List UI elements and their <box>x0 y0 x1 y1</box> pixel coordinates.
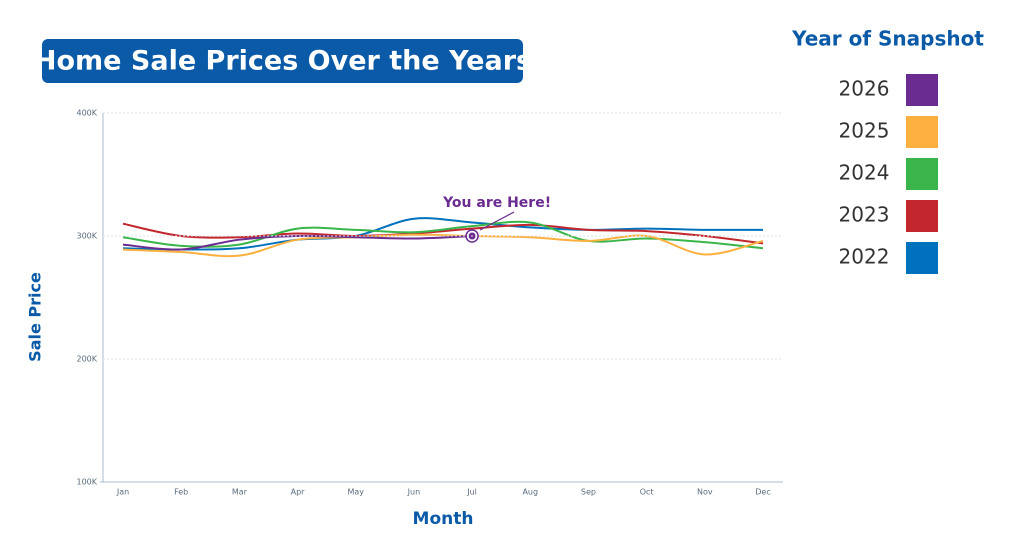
x-tick-label: Oct <box>640 488 654 497</box>
x-tick-label: Dec <box>755 488 770 497</box>
legend-title: Year of Snapshot <box>791 27 984 51</box>
annotation-arrow <box>479 211 515 231</box>
y-tick-label: 400K <box>76 109 97 118</box>
y-tick-label: 200K <box>76 355 97 364</box>
legend-label: 2022 <box>839 245 890 269</box>
series-line <box>122 233 764 258</box>
x-tick-label: Jul <box>466 488 477 497</box>
legend-label: 2024 <box>839 161 890 185</box>
y-tick-label: 100K <box>76 478 97 487</box>
legend-swatch <box>906 200 938 232</box>
legend-label: 2023 <box>839 203 890 227</box>
series-line <box>122 217 764 251</box>
x-tick-label: May <box>347 488 364 497</box>
title-box <box>42 39 523 83</box>
legend-label: 2026 <box>839 77 890 101</box>
x-tick-label: Jan <box>116 488 129 497</box>
x-tick-label: Aug <box>522 488 538 497</box>
legend-swatch <box>906 74 938 106</box>
x-axis-title: Month <box>413 509 474 529</box>
legend-label: 2025 <box>839 119 890 143</box>
annotation-text: You are Here! <box>442 195 551 211</box>
series-line <box>122 222 764 245</box>
chart-title: Home Sale Prices Over the Years <box>34 46 532 77</box>
series-line <box>122 234 473 251</box>
plot <box>122 211 764 258</box>
legend-swatch <box>906 116 938 148</box>
x-tick-label: Nov <box>697 488 713 497</box>
series-line <box>122 220 764 250</box>
x-tick-label: Sep <box>581 488 596 497</box>
x-tick-label: Apr <box>291 488 306 497</box>
y-tick-label: 300K <box>76 232 97 241</box>
legend-swatch <box>906 158 938 190</box>
x-tick-label: Mar <box>232 488 248 497</box>
x-tick-label: Feb <box>174 488 188 497</box>
y-axis-title: Sale Price <box>26 272 45 362</box>
x-tick-label: Jun <box>407 488 421 497</box>
legend-swatch <box>906 242 938 274</box>
